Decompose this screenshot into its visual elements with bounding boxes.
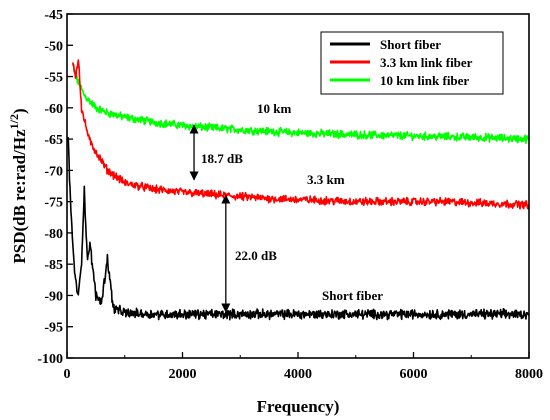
legend-label-short-fiber: Short fiber bbox=[380, 37, 441, 52]
y-tick-label: -100 bbox=[37, 352, 63, 367]
series-line-3-3km-fiber bbox=[72, 59, 529, 210]
legend: Short fiber 3.3 km link fiber 10 km link… bbox=[320, 31, 504, 95]
series-layer bbox=[67, 59, 529, 321]
y-tick-label: -80 bbox=[44, 227, 63, 242]
x-tick-label: 6000 bbox=[400, 367, 428, 382]
annotation-10km: 10 km bbox=[257, 101, 291, 116]
y-tick-label: -95 bbox=[44, 321, 63, 336]
legend-label-10km-fiber: 10 km link fiber bbox=[380, 73, 469, 88]
x-tick-label: 8000 bbox=[515, 367, 543, 382]
annotation-short-fiber: Short fiber bbox=[322, 288, 383, 303]
x-tick-label: 4000 bbox=[284, 367, 312, 382]
x-tick-label: 2000 bbox=[169, 367, 197, 382]
y-tick-label: -70 bbox=[44, 164, 63, 179]
y-tick-label: -60 bbox=[44, 102, 63, 117]
annotation-18-7db: 18.7 dB bbox=[201, 151, 243, 166]
y-tick-label: -45 bbox=[44, 8, 63, 23]
series-line-short-fiber bbox=[67, 137, 529, 321]
y-tick-label: -50 bbox=[44, 39, 63, 54]
ticks-layer: 0 2000 4000 6000 8000 -100 -95 -90 -85 -80 -75 -70 -… bbox=[37, 8, 543, 382]
y-tick-label: -55 bbox=[44, 71, 63, 86]
legend-label-3-3km-fiber: 3.3 km link fiber bbox=[380, 55, 473, 70]
y-axis-title: PSD(dB re:rad/Hz1/2) bbox=[7, 108, 29, 263]
annotation-22-0db: 22.0 dB bbox=[235, 248, 277, 263]
y-tick-label: -75 bbox=[44, 196, 63, 211]
y-axis-title-superscript: 1/2 bbox=[7, 114, 21, 129]
y-axis-title-main: PSD(dB re:rad/Hz bbox=[10, 129, 29, 264]
annotation-3-3km: 3.3 km bbox=[307, 172, 345, 187]
y-tick-label: -65 bbox=[44, 133, 63, 148]
series-line-10km-fiber bbox=[72, 62, 529, 145]
x-axis-title: Frequency) bbox=[257, 397, 340, 416]
annotations: 10 km 3.3 km Short fiber 18.7 dB 22.0 dB bbox=[189, 101, 383, 313]
y-tick-label: -85 bbox=[44, 258, 63, 273]
y-tick-label: -90 bbox=[44, 289, 63, 304]
y-axis-title-suffix: ) bbox=[10, 108, 29, 114]
x-tick-label: 0 bbox=[64, 367, 71, 382]
